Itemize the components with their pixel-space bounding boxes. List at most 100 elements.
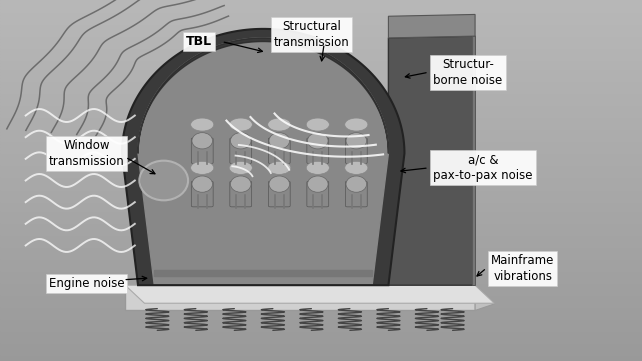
- Ellipse shape: [192, 176, 213, 192]
- Polygon shape: [472, 36, 475, 285]
- Bar: [0, 135, 642, 138]
- Bar: [0, 142, 642, 144]
- Bar: [0, 277, 642, 280]
- Bar: [0, 340, 642, 343]
- Circle shape: [345, 118, 368, 131]
- Bar: [0, 144, 642, 147]
- Circle shape: [268, 161, 291, 174]
- Bar: [0, 160, 642, 162]
- Ellipse shape: [346, 132, 367, 149]
- Bar: [0, 271, 642, 274]
- Bar: [0, 78, 642, 81]
- Bar: [0, 226, 642, 229]
- Bar: [0, 232, 642, 235]
- Text: TBL: TBL: [186, 35, 212, 48]
- Bar: [0, 253, 642, 256]
- Bar: [0, 192, 642, 196]
- Polygon shape: [138, 38, 388, 283]
- Bar: [0, 352, 642, 355]
- Bar: [0, 337, 642, 340]
- Bar: [0, 30, 642, 33]
- Bar: [0, 15, 642, 18]
- Bar: [0, 235, 642, 238]
- Bar: [0, 138, 642, 142]
- Bar: [0, 84, 642, 87]
- Bar: [0, 238, 642, 241]
- Bar: [0, 210, 642, 214]
- Bar: [0, 262, 642, 265]
- Bar: [0, 169, 642, 171]
- Polygon shape: [125, 285, 475, 310]
- Bar: [0, 99, 642, 102]
- Bar: [0, 223, 642, 226]
- Bar: [0, 114, 642, 117]
- Polygon shape: [388, 36, 475, 285]
- Bar: [0, 33, 642, 36]
- Ellipse shape: [346, 176, 367, 192]
- Bar: [0, 72, 642, 75]
- Circle shape: [229, 118, 252, 131]
- Bar: [0, 349, 642, 352]
- Ellipse shape: [269, 176, 290, 192]
- Bar: [0, 280, 642, 283]
- Bar: [0, 180, 642, 183]
- Bar: [0, 196, 642, 199]
- Bar: [0, 205, 642, 208]
- Polygon shape: [122, 29, 404, 285]
- Bar: [0, 178, 642, 180]
- Bar: [0, 54, 642, 57]
- Bar: [0, 358, 642, 361]
- Bar: [0, 304, 642, 307]
- Bar: [0, 343, 642, 346]
- Bar: [0, 208, 642, 210]
- Polygon shape: [138, 38, 388, 153]
- FancyBboxPatch shape: [307, 138, 329, 164]
- Bar: [0, 313, 642, 316]
- Bar: [0, 12, 642, 15]
- Polygon shape: [154, 270, 372, 276]
- Bar: [0, 24, 642, 27]
- Bar: [0, 171, 642, 174]
- Polygon shape: [388, 14, 475, 38]
- FancyBboxPatch shape: [230, 138, 252, 164]
- Bar: [0, 108, 642, 111]
- Bar: [0, 36, 642, 39]
- Bar: [0, 250, 642, 253]
- FancyBboxPatch shape: [191, 181, 213, 207]
- Text: Engine noise: Engine noise: [49, 277, 125, 290]
- Bar: [0, 0, 642, 3]
- Bar: [0, 75, 642, 78]
- Bar: [0, 256, 642, 259]
- Bar: [0, 147, 642, 151]
- Bar: [0, 331, 642, 334]
- FancyBboxPatch shape: [307, 181, 329, 207]
- Bar: [0, 274, 642, 277]
- Circle shape: [345, 161, 368, 174]
- Bar: [0, 199, 642, 201]
- Bar: [0, 21, 642, 24]
- Bar: [0, 93, 642, 96]
- Bar: [0, 289, 642, 292]
- Bar: [0, 298, 642, 301]
- Circle shape: [191, 118, 214, 131]
- Bar: [0, 117, 642, 120]
- Bar: [0, 153, 642, 156]
- Bar: [0, 268, 642, 271]
- Bar: [0, 60, 642, 63]
- Bar: [0, 217, 642, 219]
- Bar: [0, 111, 642, 114]
- Ellipse shape: [139, 161, 188, 200]
- Bar: [0, 229, 642, 232]
- Bar: [0, 3, 642, 6]
- Bar: [0, 319, 642, 322]
- Bar: [0, 183, 642, 187]
- Bar: [0, 105, 642, 108]
- Bar: [0, 126, 642, 129]
- Circle shape: [306, 161, 329, 174]
- FancyBboxPatch shape: [268, 138, 290, 164]
- Bar: [0, 190, 642, 192]
- Bar: [0, 247, 642, 250]
- Circle shape: [229, 161, 252, 174]
- FancyBboxPatch shape: [191, 138, 213, 164]
- Ellipse shape: [269, 132, 290, 149]
